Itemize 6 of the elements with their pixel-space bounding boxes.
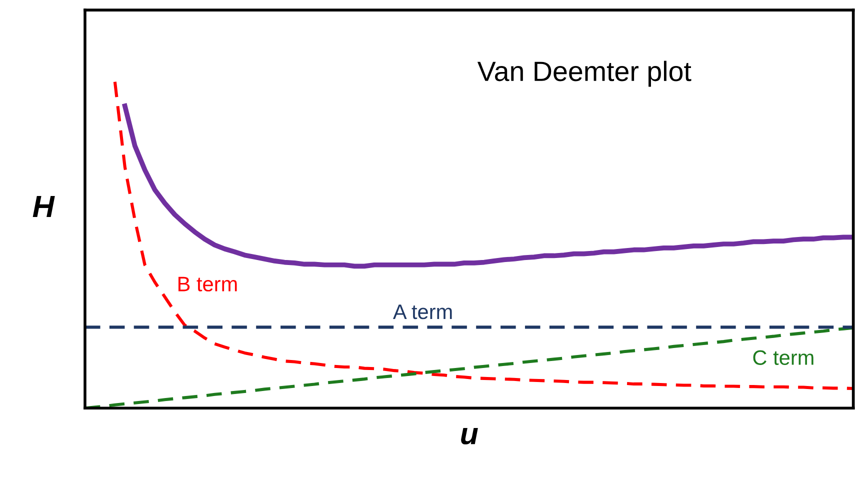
x-axis-title: u — [461, 428, 478, 444]
series-label: B term — [178, 276, 237, 292]
series-label: C term — [753, 350, 814, 366]
y-axis-title: H — [32, 196, 55, 217]
chart-title: Van Deemter plot — [477, 60, 692, 87]
ref-line-label: A term — [392, 304, 452, 320]
